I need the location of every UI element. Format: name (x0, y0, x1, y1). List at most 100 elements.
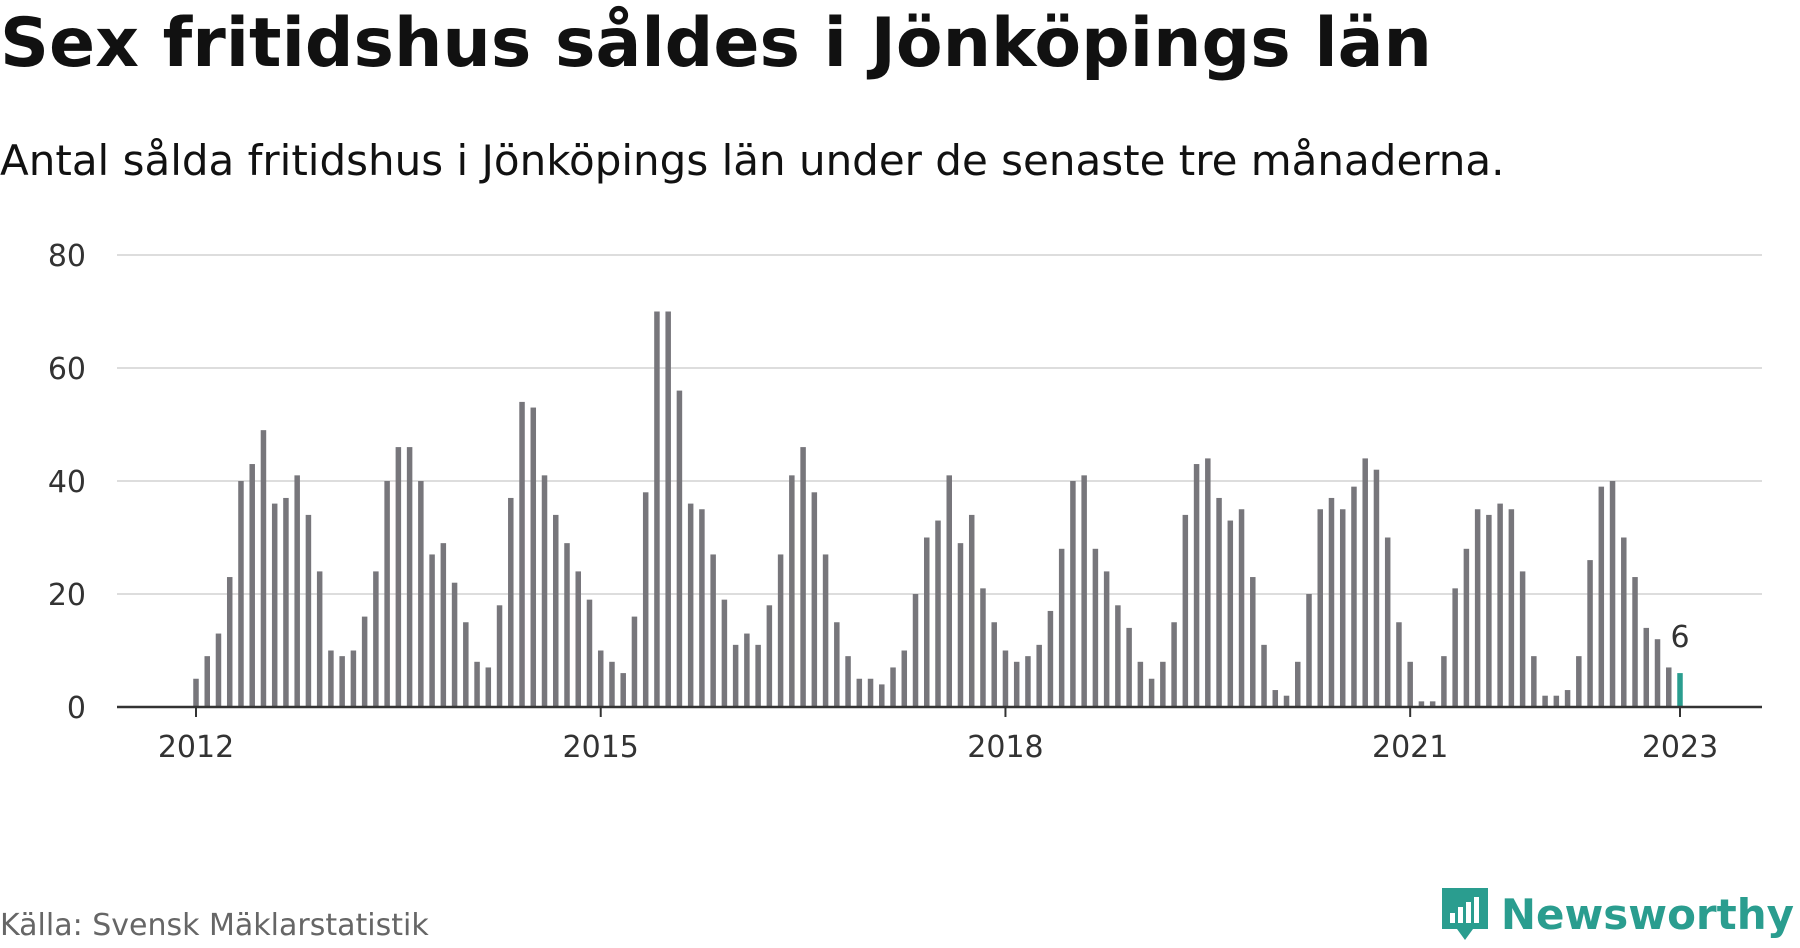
highlight-value-label: 6 (1670, 620, 1689, 655)
bar (867, 678, 874, 707)
bar (553, 514, 559, 707)
bar (935, 520, 941, 707)
bar (991, 622, 997, 707)
bar (789, 475, 795, 707)
bar (463, 622, 469, 707)
y-tick-label: 0 (67, 691, 86, 726)
bar (1070, 481, 1076, 707)
bar (1025, 656, 1031, 707)
bar (429, 554, 435, 707)
bar (721, 599, 728, 707)
bar (1463, 548, 1470, 707)
y-tick-label: 80 (48, 239, 86, 274)
bar (744, 633, 750, 707)
bar (1126, 627, 1132, 707)
bar (406, 447, 413, 707)
bar (496, 605, 503, 707)
bar (676, 390, 683, 707)
bar (620, 673, 626, 707)
bar (575, 571, 581, 707)
x-tick-label: 2012 (158, 730, 234, 765)
brand-name: Newsworthy (1500, 889, 1794, 939)
bar (1531, 656, 1537, 707)
bar (665, 311, 671, 707)
bar (1160, 661, 1166, 707)
bar (485, 667, 492, 707)
bar (395, 447, 402, 707)
bar (1339, 509, 1346, 707)
bar (912, 594, 919, 707)
bar (1587, 560, 1593, 707)
bar (1418, 701, 1425, 707)
bar (373, 571, 379, 707)
chart-subtitle: Antal sålda fritidshus i Jönköpings län … (0, 136, 1505, 185)
bar (1205, 458, 1211, 707)
bar (890, 667, 896, 707)
bar (687, 503, 694, 707)
x-tick-label: 2015 (563, 730, 639, 765)
newsworthy-logo-icon (1441, 888, 1488, 940)
bar (755, 644, 761, 707)
bar (283, 497, 289, 707)
bar (1227, 520, 1234, 707)
bar (642, 492, 649, 707)
bar (699, 509, 705, 707)
x-tick-label: 2018 (967, 730, 1043, 765)
bar (1564, 690, 1571, 707)
bar (1306, 594, 1312, 707)
bar (1092, 548, 1099, 707)
bar (1272, 690, 1279, 707)
bar (249, 464, 255, 707)
bar (845, 656, 851, 707)
bar (1576, 656, 1582, 707)
bar (597, 650, 604, 707)
bar (1362, 458, 1368, 707)
bar (1396, 622, 1402, 707)
bar (631, 616, 638, 707)
bar (1036, 644, 1042, 707)
x-tick-label: 2021 (1372, 730, 1448, 765)
bar (271, 503, 278, 707)
bar (1171, 622, 1177, 707)
bar (1666, 667, 1672, 707)
bar (856, 678, 863, 707)
bar (879, 684, 885, 707)
bar (316, 571, 323, 707)
bar (339, 656, 345, 707)
bar (1047, 610, 1054, 707)
bar (1553, 695, 1560, 707)
bar (1283, 695, 1290, 707)
bar (564, 543, 570, 707)
bar (1328, 497, 1335, 707)
bar (1238, 509, 1245, 707)
bar (1609, 481, 1616, 707)
bar (260, 430, 267, 707)
bar (1474, 509, 1481, 707)
bar (350, 650, 357, 707)
bar (1250, 577, 1256, 707)
brand-logo: Newsworthy (1439, 885, 1794, 943)
bar (1182, 514, 1189, 707)
bar (294, 475, 300, 707)
bar (530, 407, 537, 707)
bar (1058, 548, 1065, 707)
bar (1261, 644, 1267, 707)
bar (1643, 627, 1650, 707)
bar (226, 577, 233, 707)
bar (1137, 661, 1144, 707)
bar (1429, 701, 1436, 707)
bar (1497, 503, 1503, 707)
bar (193, 678, 199, 707)
bar (980, 588, 986, 707)
bar (418, 481, 424, 707)
bar (1351, 486, 1357, 707)
bar (924, 537, 930, 707)
bar (1519, 571, 1526, 707)
bar (766, 605, 773, 707)
bar (204, 656, 210, 707)
bar (519, 401, 525, 707)
source-note: Källa: Svensk Mäklarstatistik (0, 908, 429, 943)
bar (1295, 661, 1301, 707)
bar (474, 661, 480, 707)
bar (586, 599, 593, 707)
